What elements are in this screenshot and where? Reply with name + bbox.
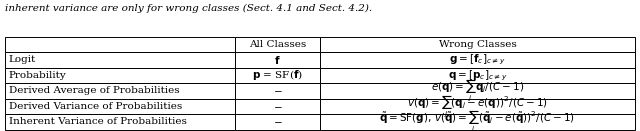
Bar	[320, 99, 635, 114]
Bar	[5, 52, 235, 68]
Text: $\mathbf{f}$: $\mathbf{f}$	[274, 54, 281, 66]
Text: $\tilde{\mathbf{q}} = \mathrm{SF}(\mathbf{g}),\, v(\tilde{\mathbf{q}}) = \sum_j(: $\tilde{\mathbf{q}} = \mathrm{SF}(\mathb…	[380, 109, 575, 131]
Bar	[235, 99, 320, 114]
Bar	[320, 52, 635, 68]
Bar	[235, 68, 320, 83]
Text: $-$: $-$	[273, 117, 282, 126]
Bar	[235, 37, 320, 52]
Text: $\mathbf{q} = [\mathbf{p}_c]_{c\neq y}$: $\mathbf{q} = [\mathbf{p}_c]_{c\neq y}$	[448, 68, 507, 83]
Text: Inherent Variance of Probabilities: Inherent Variance of Probabilities	[9, 117, 187, 126]
Bar	[235, 52, 320, 68]
Text: $-$: $-$	[273, 86, 282, 95]
Text: $-$: $-$	[273, 102, 282, 111]
Bar	[5, 37, 235, 52]
Text: Derived Average of Probabilities: Derived Average of Probabilities	[9, 86, 180, 95]
Text: inherent variance are only for wrong classes (Sect. 4.1 and Sect. 4.2).: inherent variance are only for wrong cla…	[5, 4, 372, 13]
Bar	[320, 37, 635, 52]
Bar	[5, 114, 235, 130]
Bar	[5, 83, 235, 99]
Text: $\mathbf{g} = [\mathbf{f}_c]_{c\neq y}$: $\mathbf{g} = [\mathbf{f}_c]_{c\neq y}$	[449, 53, 506, 67]
Text: $\mathbf{p}$ = SF($\mathbf{f}$): $\mathbf{p}$ = SF($\mathbf{f}$)	[252, 68, 303, 82]
Text: $v(\mathbf{q}) = \sum_j(\mathbf{q}_j - e(\mathbf{q}))^2/(C-1)$: $v(\mathbf{q}) = \sum_j(\mathbf{q}_j - e…	[407, 93, 548, 119]
Bar	[235, 83, 320, 99]
Text: $e(\mathbf{q}) = \sum_j \mathbf{q}_j/(C-1)$: $e(\mathbf{q}) = \sum_j \mathbf{q}_j/(C-…	[431, 78, 524, 104]
Text: Derived Variance of Probabilities: Derived Variance of Probabilities	[9, 102, 182, 111]
Bar	[320, 83, 635, 99]
Bar	[5, 99, 235, 114]
Bar	[235, 114, 320, 130]
Bar	[320, 68, 635, 83]
Text: Wrong Classes: Wrong Classes	[438, 40, 516, 49]
Bar	[5, 68, 235, 83]
Text: Probability: Probability	[9, 71, 67, 80]
Text: Logit: Logit	[9, 55, 36, 64]
Bar	[320, 114, 635, 130]
Text: All Classes: All Classes	[249, 40, 306, 49]
